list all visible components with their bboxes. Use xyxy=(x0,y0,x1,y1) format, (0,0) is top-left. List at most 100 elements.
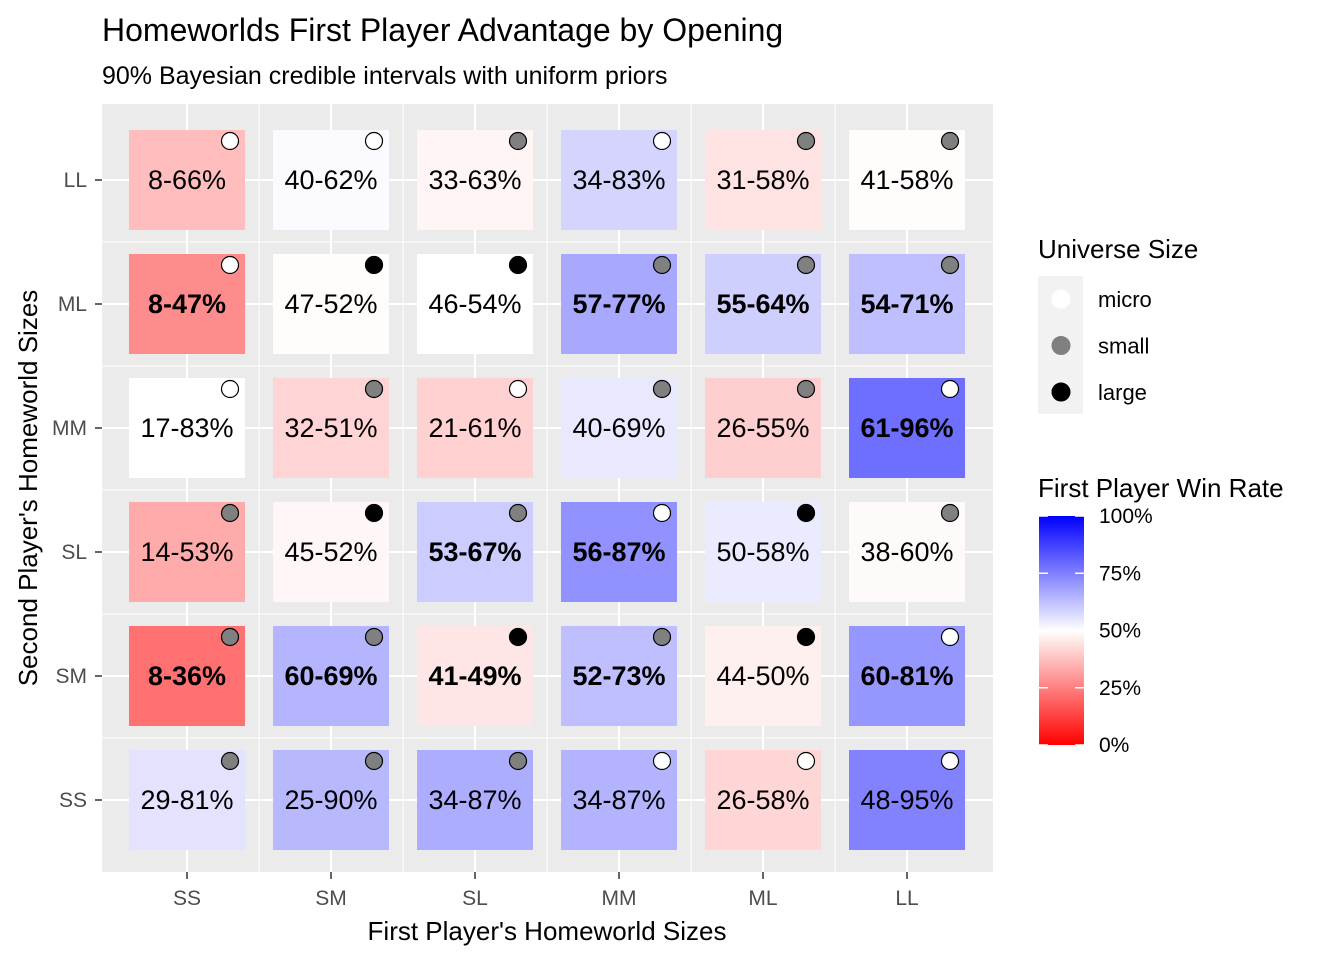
cell-label: 41-49% xyxy=(428,661,521,691)
cell-label: 46-54% xyxy=(428,289,521,319)
heatmap-cell: 17-83% xyxy=(129,378,245,478)
cell-label: 21-61% xyxy=(428,413,521,443)
universe-size-point xyxy=(508,503,528,523)
cell-label: 60-69% xyxy=(284,661,377,691)
universe-size-point xyxy=(508,627,528,647)
heatmap-cell: 8-66% xyxy=(129,130,245,230)
universe-size-point xyxy=(364,131,384,151)
heatmap-cell: 44-50% xyxy=(705,626,821,726)
universe-size-point xyxy=(220,751,240,771)
legend-universe-title: Universe Size xyxy=(1038,234,1198,264)
universe-size-point xyxy=(652,751,672,771)
heatmap-cell: 46-54% xyxy=(417,254,533,354)
universe-size-point xyxy=(508,379,528,399)
heatmap-cell: 26-55% xyxy=(705,378,821,478)
heatmap-cell: 54-71% xyxy=(849,254,965,354)
cell-label: 52-73% xyxy=(572,661,665,691)
colorbar-tick-label: 0% xyxy=(1099,734,1129,757)
legend-win-rate-title: First Player Win Rate xyxy=(1038,473,1284,503)
cell-label: 8-47% xyxy=(148,289,226,319)
cell-label: 34-87% xyxy=(572,785,665,815)
heatmap-cell: 52-73% xyxy=(561,626,677,726)
heatmap-cell: 53-67% xyxy=(417,502,533,602)
universe-size-point xyxy=(220,131,240,151)
x-tick-label: SM xyxy=(315,887,347,910)
heatmap-cell: 38-60% xyxy=(849,502,965,602)
universe-size-point xyxy=(364,751,384,771)
legend-universe-label: small xyxy=(1098,334,1149,359)
universe-size-point xyxy=(508,255,528,275)
universe-size-point xyxy=(940,627,960,647)
heatmap-cell: 61-96% xyxy=(849,378,965,478)
legend-universe-key xyxy=(1051,336,1071,355)
heatmap-cell: 8-47% xyxy=(129,254,245,354)
cell-label: 26-58% xyxy=(716,785,809,815)
heatmap-cell: 50-58% xyxy=(705,502,821,602)
heatmap-cell: 33-63% xyxy=(417,130,533,230)
y-tick-label: MM xyxy=(52,417,87,440)
legend-win-rate: First Player Win Rate 0% 25% 50% 75% 100% xyxy=(1038,473,1284,757)
universe-size-point xyxy=(796,131,816,151)
cell-label: 41-58% xyxy=(860,165,953,195)
heatmap-cell: 29-81% xyxy=(129,750,245,850)
heatmap-cell: 60-81% xyxy=(849,626,965,726)
y-tick-label: LL xyxy=(64,169,87,192)
cell-label: 38-60% xyxy=(860,537,953,567)
universe-size-point xyxy=(940,751,960,771)
cell-label: 61-96% xyxy=(860,413,953,443)
cell-label: 60-81% xyxy=(860,661,953,691)
universe-size-point xyxy=(796,751,816,771)
heatmap-cell: 48-95% xyxy=(849,750,965,850)
universe-size-point xyxy=(364,627,384,647)
colorbar-tick-label: 75% xyxy=(1099,562,1141,585)
legend-universe-key xyxy=(1051,289,1071,309)
colorbar-tick-label: 50% xyxy=(1099,620,1141,643)
chart-title: Homeworlds First Player Advantage by Ope… xyxy=(102,12,783,48)
universe-size-point xyxy=(508,751,528,771)
cell-label: 17-83% xyxy=(140,413,233,443)
heatmap-cell: 60-69% xyxy=(273,626,389,726)
heatmap-cell: 32-51% xyxy=(273,378,389,478)
heatmap-cell: 45-52% xyxy=(273,502,389,602)
y-axis-ticks: SS SM SL MM ML LL xyxy=(52,169,102,812)
y-tick-label: SS xyxy=(59,789,87,812)
heatmap-cell: 25-90% xyxy=(273,750,389,850)
heatmap-cell: 41-49% xyxy=(417,626,533,726)
cell-label: 40-62% xyxy=(284,165,377,195)
universe-size-point xyxy=(940,131,960,151)
x-axis-title: First Player's Homeworld Sizes xyxy=(368,916,727,946)
heatmap-cell: 47-52% xyxy=(273,254,389,354)
heatmap-cell: 34-83% xyxy=(561,130,677,230)
x-tick-label: MM xyxy=(602,887,637,910)
universe-size-point xyxy=(220,627,240,647)
cell-label: 55-64% xyxy=(716,289,809,319)
cell-label: 8-36% xyxy=(148,661,226,691)
universe-size-point xyxy=(940,255,960,275)
cell-label: 47-52% xyxy=(284,289,377,319)
heatmap-cell: 34-87% xyxy=(561,750,677,850)
universe-size-point xyxy=(220,379,240,399)
legend-universe-item: small xyxy=(1051,334,1149,359)
heatmap-cell: 21-61% xyxy=(417,378,533,478)
cell-label: 54-71% xyxy=(860,289,953,319)
universe-size-point xyxy=(796,503,816,523)
cell-label: 34-83% xyxy=(572,165,665,195)
x-tick-label: LL xyxy=(895,887,918,910)
heatmap-cell: 40-69% xyxy=(561,378,677,478)
legend-universe-item: large xyxy=(1051,380,1147,405)
legend-universe-label: large xyxy=(1098,380,1147,405)
cell-label: 53-67% xyxy=(428,537,521,567)
universe-size-point xyxy=(364,503,384,523)
universe-size-point xyxy=(364,379,384,399)
cell-label: 50-58% xyxy=(716,537,809,567)
chart-subtitle: 90% Bayesian credible intervals with uni… xyxy=(102,62,668,90)
cell-label: 8-66% xyxy=(148,165,226,195)
cell-label: 56-87% xyxy=(572,537,665,567)
y-tick-label: SL xyxy=(61,541,87,564)
heatmap-cell: 55-64% xyxy=(705,254,821,354)
heatmap-cell: 40-62% xyxy=(273,130,389,230)
cell-label: 34-87% xyxy=(428,785,521,815)
x-axis-ticks: SS SM SL MM ML LL xyxy=(173,872,919,910)
universe-size-point xyxy=(652,131,672,151)
